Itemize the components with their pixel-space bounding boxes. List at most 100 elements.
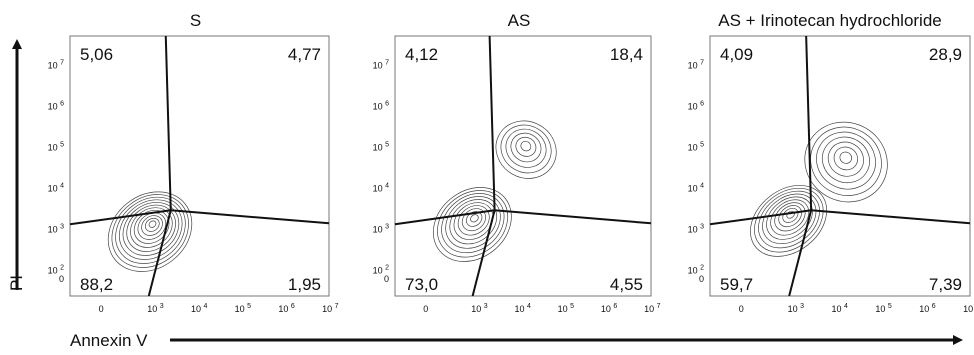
quadrant-upper-right: 18,4 <box>610 45 643 64</box>
quadrant-upper-left: 4,09 <box>720 45 753 64</box>
x-tick-label: 0 <box>99 304 104 314</box>
contour-main <box>774 202 806 232</box>
x-axis-label-group: Annexin V <box>70 331 963 350</box>
x-tick-label: 10 5 <box>558 303 575 314</box>
contour-main <box>453 202 494 240</box>
x-tick-label: 10 7 <box>963 303 974 314</box>
x-tick-label: 10 7 <box>644 303 661 314</box>
contour-secondary <box>495 120 557 179</box>
plot-frame <box>69 35 330 297</box>
plot-frame <box>709 35 971 297</box>
contour-main <box>754 187 824 253</box>
contour-main <box>778 205 802 228</box>
quadrant-upper-right: 4,77 <box>288 45 321 64</box>
contour-secondary <box>816 131 876 190</box>
y-axis-label-group: PI <box>7 39 26 291</box>
x-tick-label: 10 4 <box>831 303 848 314</box>
y-tick-label: 10 2 <box>48 265 65 276</box>
contour-main <box>144 217 160 232</box>
x-axis-label: Annexin V <box>70 331 148 350</box>
contour-secondary <box>833 146 859 171</box>
y-tick-label: 10 4 <box>688 183 705 194</box>
contour-main <box>137 212 167 240</box>
x-tick-label: 10 5 <box>235 303 252 314</box>
y-tick-label: 10 5 <box>688 142 705 153</box>
x-tick-label: 10 3 <box>471 303 488 314</box>
y-axis-label: PI <box>7 275 26 291</box>
contour-main <box>141 215 163 236</box>
gate-line-left <box>709 209 812 226</box>
quadrant-upper-left: 4,12 <box>405 45 438 64</box>
gate-line-down <box>471 210 496 297</box>
quadrant-lower-right: 4,55 <box>610 275 643 294</box>
contour-main <box>762 193 817 245</box>
contour-main <box>786 210 795 219</box>
x-tick-label: 10 6 <box>278 303 295 314</box>
y-tick-label: 10 7 <box>688 60 705 71</box>
y-tick-label: 10 6 <box>373 101 390 112</box>
y-tick-label: 10 7 <box>373 60 390 71</box>
contour-main <box>118 199 183 260</box>
contour-secondary <box>839 151 853 164</box>
contour-secondary <box>821 136 870 184</box>
gate-line-down <box>788 210 813 297</box>
gate-line-right <box>811 209 971 225</box>
quadrant-upper-left: 5,06 <box>80 45 113 64</box>
contour-main <box>470 214 479 223</box>
quadrant-upper-right: 28,9 <box>929 45 962 64</box>
x-tick-label: 10 3 <box>147 303 164 314</box>
panel-title: S <box>190 11 201 30</box>
gate-line-up <box>488 35 496 211</box>
y-tick-label: 10 2 <box>373 265 390 276</box>
contour-main <box>115 196 186 264</box>
gate-line-right <box>170 209 330 225</box>
contour-main <box>111 194 189 268</box>
panel-title: AS + Irinotecan hydrochloride <box>718 11 942 30</box>
contour-main <box>126 204 176 252</box>
y-tick-label: 0 <box>699 274 704 284</box>
y-tick-label: 10 3 <box>373 224 390 235</box>
gate-line-left <box>69 209 171 226</box>
plot-frame <box>394 35 652 297</box>
panel-3: AS + Irinotecan hydrochloride 10 7 10 6 10 … <box>688 11 974 314</box>
contour-main <box>766 196 813 240</box>
x-tick-label: 10 7 <box>322 303 339 314</box>
gate-line-left <box>394 209 495 226</box>
contour-main <box>782 207 799 223</box>
contour-secondary <box>810 126 882 196</box>
x-tick-label: 10 6 <box>601 303 618 314</box>
contour-main <box>457 205 490 236</box>
y-tick-label: 0 <box>59 274 64 284</box>
gate-line-up <box>805 35 813 211</box>
y-tick-label: 10 4 <box>48 183 65 194</box>
contour-secondary <box>500 124 552 174</box>
contour-main <box>148 220 157 228</box>
contour-secondary <box>520 140 532 152</box>
x-tick-label: 10 5 <box>875 303 892 314</box>
y-tick-label: 10 4 <box>373 183 390 194</box>
x-tick-label: 10 6 <box>919 303 936 314</box>
contour-secondary <box>510 132 542 163</box>
contour-secondary <box>827 141 864 177</box>
x-tick-label: 0 <box>423 304 428 314</box>
contour-main <box>770 199 810 236</box>
x-tick-label: 10 4 <box>514 303 531 314</box>
quadrant-lower-left: 88,2 <box>80 275 113 294</box>
contour-secondary <box>505 128 547 168</box>
y-tick-label: 10 2 <box>688 265 705 276</box>
x-tick-label: 0 <box>739 304 744 314</box>
contour-main <box>445 196 501 249</box>
panel-title: AS <box>508 11 531 30</box>
quadrant-lower-left: 73,0 <box>405 275 438 294</box>
gate-line-down <box>147 210 172 297</box>
contour-main <box>441 193 505 254</box>
y-tick-label: 10 5 <box>373 142 390 153</box>
quadrant-lower-right: 1,95 <box>288 275 321 294</box>
x-tick-label: 10 3 <box>788 303 805 314</box>
contour-secondary <box>515 136 537 157</box>
contour-main <box>432 187 512 262</box>
